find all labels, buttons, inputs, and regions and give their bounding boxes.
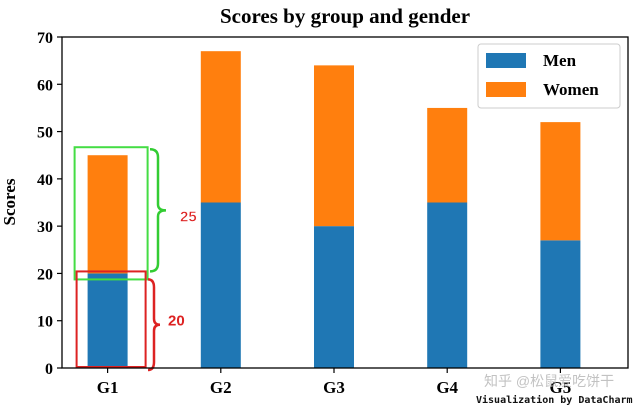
legend-swatch-women [486,82,526,97]
y-tick-label: 20 [37,266,53,283]
plot-frame [61,36,629,369]
legend-label-men: Men [543,51,577,70]
x-tick-label: G2 [210,378,232,397]
bar-men-g1 [87,273,128,368]
watermark: 知乎 @松鼠爱吃饼干 [484,373,614,389]
y-axis-label: Scores [0,178,19,225]
bar-women-g3 [314,65,354,227]
bar-women-g4 [427,107,468,203]
brace-men [147,278,161,372]
legend-label-women: Women [543,80,599,99]
x-axis: G1 G2 G3 G4 G5 [97,368,572,397]
bar-men-g5 [540,240,581,368]
y-tick-label: 50 [37,125,53,142]
y-tick-label: 70 [37,30,53,47]
highlight-box-women [73,146,149,281]
annotation-label-women: 25 [180,208,197,225]
y-tick-label: 40 [37,172,53,189]
annotation-label-men: 20 [168,313,185,330]
bar-men-g2 [200,202,241,368]
y-tick-label: 60 [37,77,53,94]
x-tick-label: G3 [323,378,345,397]
x-tick-label: G5 [550,378,572,397]
legend-swatch-men [486,53,526,68]
legend: Men Women [477,43,621,109]
y-tick-label: 10 [37,314,53,331]
x-tick-label: G1 [97,378,119,397]
y-axis: 0 10 20 30 40 50 60 70 [37,30,62,378]
bar-women-g5 [540,122,581,241]
bar-women-g2 [200,51,241,203]
bars-layer [87,51,581,368]
annotation-layer: 25 20 [73,146,197,372]
x-tick-label: G4 [436,378,458,397]
bar-men-g3 [314,226,354,368]
y-tick-label: 0 [45,361,53,378]
highlight-box-men [75,270,147,368]
credit-label: Visualization by DataCharm [476,394,633,406]
chart-title: Scores by group and gender [220,4,470,28]
bar-men-g4 [427,202,468,368]
y-tick-label: 30 [37,219,53,236]
bar-women-g1 [87,155,128,274]
brace-women [149,147,167,273]
